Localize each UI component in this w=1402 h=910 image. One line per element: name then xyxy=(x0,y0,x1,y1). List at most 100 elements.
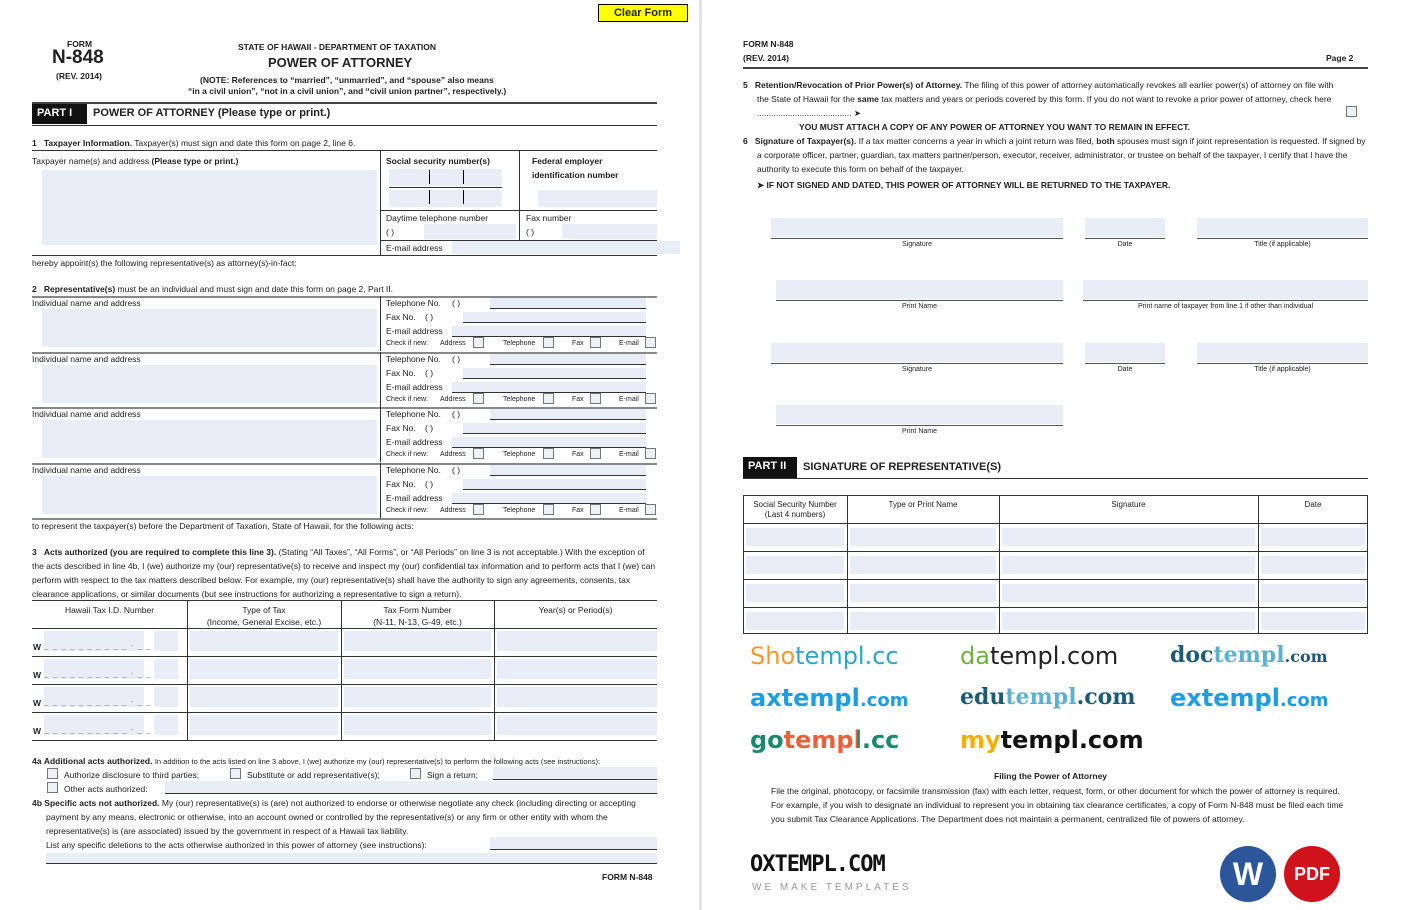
rep-table-cell[interactable] xyxy=(1261,584,1365,602)
rule xyxy=(32,150,657,151)
rep-table-cell[interactable] xyxy=(850,612,996,630)
rep-telephone-area: ( ) xyxy=(452,409,461,419)
divider xyxy=(519,150,520,240)
sign-return-checkbox[interactable] xyxy=(410,768,421,779)
rep-check-email_cb-checkbox[interactable] xyxy=(645,337,656,348)
signature-1-field[interactable] xyxy=(771,218,1063,237)
rep-check-telephone-checkbox[interactable] xyxy=(543,448,554,459)
tax-form-field[interactable] xyxy=(344,715,491,735)
email-field[interactable] xyxy=(452,241,680,254)
rep-table-cell[interactable] xyxy=(746,612,844,630)
taxpayer-name-field[interactable] xyxy=(42,170,377,245)
rep-fax-field[interactable] xyxy=(463,423,646,434)
rep-telephone-field[interactable] xyxy=(490,354,646,365)
ssn-field-2[interactable] xyxy=(389,190,502,207)
rep-name-field[interactable] xyxy=(42,420,377,458)
rep-check-address-checkbox[interactable] xyxy=(473,448,484,459)
print-name-1-field[interactable] xyxy=(776,280,1063,299)
print-taxpayer-field[interactable] xyxy=(1083,280,1368,299)
other-acts-field[interactable] xyxy=(165,781,657,794)
rep-check-email_cb-label: E-mail xyxy=(619,507,639,514)
rep-fax-label: Fax No. xyxy=(386,312,416,322)
rep-table-cell[interactable] xyxy=(1002,584,1255,602)
rep-table-cell[interactable] xyxy=(850,528,996,546)
other-acts-checkbox[interactable] xyxy=(47,782,58,793)
rep-table-cell[interactable] xyxy=(1002,556,1255,574)
deletions-field[interactable] xyxy=(490,837,657,850)
tax-id-field[interactable] xyxy=(44,715,144,735)
fein-field[interactable] xyxy=(538,190,657,207)
tax-type-field[interactable] xyxy=(190,715,338,735)
substitute-checkbox[interactable] xyxy=(230,768,241,779)
phone-field[interactable] xyxy=(424,224,516,239)
tax-form-field[interactable] xyxy=(344,659,491,679)
rep-name-field[interactable] xyxy=(42,476,377,514)
title-2-field[interactable] xyxy=(1197,343,1368,362)
rep-table-cell[interactable] xyxy=(746,528,844,546)
rep-table-cell[interactable] xyxy=(850,556,996,574)
rep-table-cell[interactable] xyxy=(1261,528,1365,546)
fax-field[interactable] xyxy=(562,224,657,239)
tax-form-field[interactable] xyxy=(344,687,491,707)
rep-fax-field[interactable] xyxy=(463,368,646,379)
ssn-field-1[interactable] xyxy=(389,169,502,186)
tax-id-suffix-field[interactable] xyxy=(154,631,178,651)
rep-telephone-field[interactable] xyxy=(490,298,646,309)
tax-id-suffix-field[interactable] xyxy=(154,687,178,707)
date-1-field[interactable] xyxy=(1085,218,1165,237)
rep-check-email_cb-checkbox[interactable] xyxy=(645,393,656,404)
rep-check-telephone-checkbox[interactable] xyxy=(543,504,554,515)
tax-period-field[interactable] xyxy=(497,715,657,735)
tax-period-field[interactable] xyxy=(497,631,657,651)
rep-table-cell[interactable] xyxy=(1002,612,1255,630)
rep-check-email_cb-checkbox[interactable] xyxy=(645,448,656,459)
tax-period-field[interactable] xyxy=(497,687,657,707)
tax-type-field[interactable] xyxy=(190,659,338,679)
rep-fax-field[interactable] xyxy=(463,479,646,490)
tax-type-field[interactable] xyxy=(190,687,338,707)
rep-check-fax_cb-checkbox[interactable] xyxy=(590,448,601,459)
tax-id-field[interactable] xyxy=(44,687,144,707)
rep-table-cell[interactable] xyxy=(1261,612,1365,630)
rep-email-field[interactable] xyxy=(452,437,646,448)
rep-check-fax_cb-checkbox[interactable] xyxy=(590,504,601,515)
tax-id-field[interactable] xyxy=(44,631,144,651)
rep-check-telephone-checkbox[interactable] xyxy=(543,337,554,348)
rep-check-address-checkbox[interactable] xyxy=(473,337,484,348)
keep-prior-poa-checkbox[interactable] xyxy=(1346,106,1357,117)
rep-table-cell[interactable] xyxy=(746,556,844,574)
rep-check-telephone-checkbox[interactable] xyxy=(543,393,554,404)
title-1-field[interactable] xyxy=(1197,218,1368,237)
rep-email-field[interactable] xyxy=(452,382,646,393)
deletions-field-2[interactable] xyxy=(46,853,657,864)
tax-period-field[interactable] xyxy=(497,659,657,679)
rep-check-address-checkbox[interactable] xyxy=(473,393,484,404)
rep-email-field[interactable] xyxy=(452,493,646,504)
sign-return-label: Sign a return; xyxy=(427,770,479,780)
rep-check-address-checkbox[interactable] xyxy=(473,504,484,515)
tax-id-suffix-field[interactable] xyxy=(154,659,178,679)
signature-2-field[interactable] xyxy=(771,343,1063,362)
tax-id-field[interactable] xyxy=(44,659,144,679)
rep-check-fax_cb-checkbox[interactable] xyxy=(590,337,601,348)
rep-fax-field[interactable] xyxy=(463,312,646,323)
rep-telephone-field[interactable] xyxy=(490,409,646,420)
rep-name-field[interactable] xyxy=(42,309,377,347)
tax-form-field[interactable] xyxy=(344,631,491,651)
rep-name-field[interactable] xyxy=(42,365,377,403)
tax-id-suffix-field[interactable] xyxy=(154,715,178,735)
tax-type-field[interactable] xyxy=(190,631,338,651)
rep-check-email_cb-checkbox[interactable] xyxy=(645,504,656,515)
print-name-2-field[interactable] xyxy=(776,405,1063,424)
rep-table-cell[interactable] xyxy=(1261,556,1365,574)
clear-form-button[interactable]: Clear Form xyxy=(598,4,688,22)
sign-return-field[interactable] xyxy=(493,767,657,780)
rep-table-cell[interactable] xyxy=(746,584,844,602)
rep-table-cell[interactable] xyxy=(1002,528,1255,546)
date-2-field[interactable] xyxy=(1085,343,1165,362)
rep-table-cell[interactable] xyxy=(850,584,996,602)
rep-telephone-field[interactable] xyxy=(490,465,646,476)
rep-check-fax_cb-checkbox[interactable] xyxy=(590,393,601,404)
disclosure-checkbox[interactable] xyxy=(47,768,58,779)
rep-email-field[interactable] xyxy=(452,326,646,337)
